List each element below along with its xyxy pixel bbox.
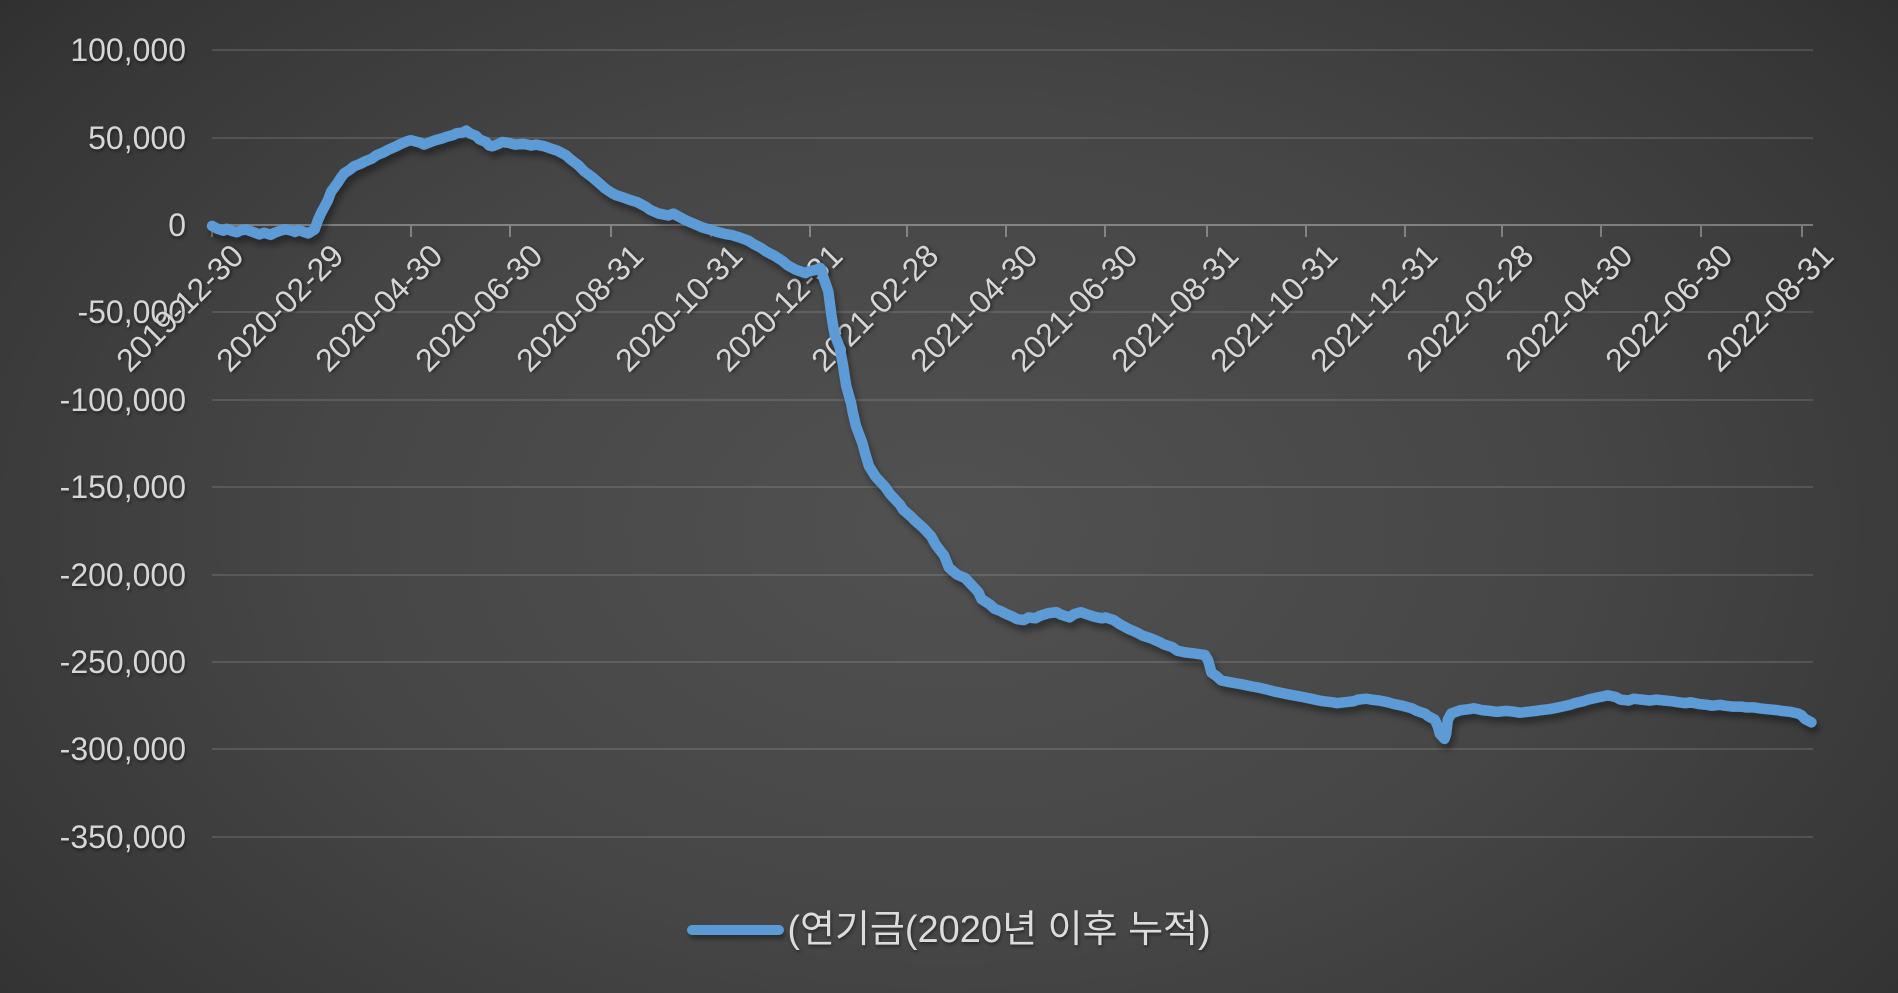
gridline--50,000 [212, 311, 1813, 314]
gridline-100,000 [212, 49, 1813, 52]
x-axis-tick [1004, 226, 1007, 237]
y-axis-label: -250,000 [59, 644, 186, 680]
gridline--300,000 [212, 748, 1813, 751]
x-axis-tick [509, 226, 512, 237]
legend[interactable]: (연기금(2020년 이후 누적) [0, 904, 1898, 956]
x-axis-tick [1104, 226, 1107, 237]
gridline-50,000 [212, 136, 1813, 139]
gridline--200,000 [212, 573, 1813, 576]
x-axis-line [212, 224, 1813, 226]
y-axis-label: 100,000 [70, 32, 186, 69]
y-axis-label: -350,000 [59, 818, 186, 855]
gridline--150,000 [212, 486, 1813, 489]
x-axis-tick [409, 226, 412, 237]
y-axis-label: -200,000 [59, 556, 186, 593]
x-axis-tick [1800, 226, 1803, 237]
y-axis-label: 0 [168, 207, 186, 243]
y-axis-label: -100,000 [59, 381, 186, 418]
y-axis-label: -50,000 [77, 294, 186, 331]
x-axis-tick [1699, 226, 1702, 237]
plot-area [206, 125, 1817, 745]
y-axis-label: -150,000 [59, 469, 186, 506]
x-axis-tick [1500, 226, 1503, 237]
series-line-pension-fund[interactable] [206, 125, 1817, 745]
x-axis-tick [1600, 226, 1603, 237]
legend-line-sample [687, 925, 785, 935]
y-axis-label: -300,000 [59, 731, 186, 768]
legend-label: (연기금(2020년 이후 누적) [787, 909, 1211, 951]
x-axis-tick [610, 226, 613, 237]
gridline--250,000 [212, 661, 1813, 663]
y-axis-label: 50,000 [88, 119, 186, 156]
x-axis-tick [1404, 226, 1407, 237]
gridline--100,000 [212, 398, 1813, 401]
x-axis-tick [1304, 226, 1307, 237]
x-axis-tick [809, 226, 812, 237]
x-axis-tick [905, 226, 908, 237]
x-axis-tick [1205, 226, 1208, 237]
gridline--350,000 [212, 835, 1813, 838]
